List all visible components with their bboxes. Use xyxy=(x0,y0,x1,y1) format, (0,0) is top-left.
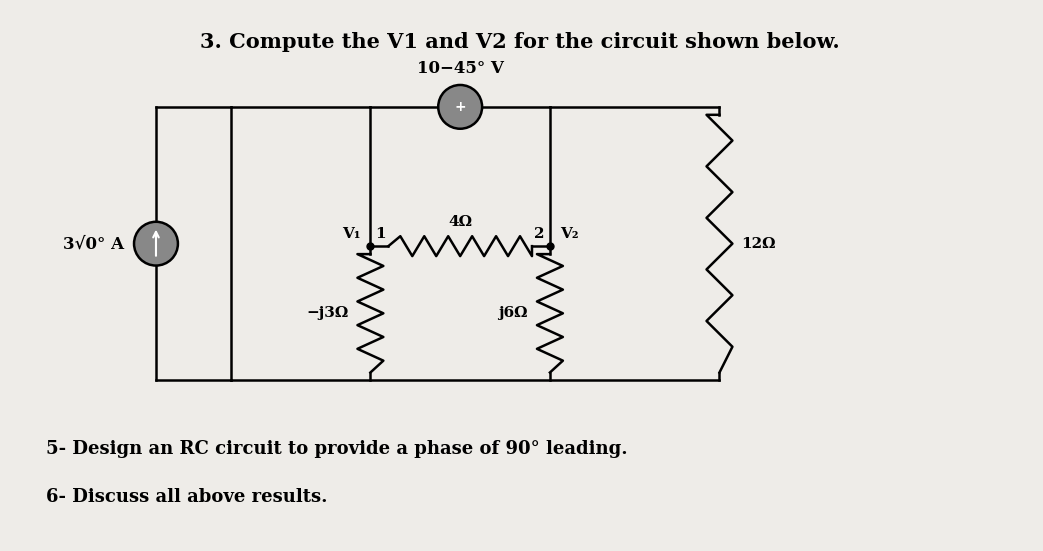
Text: 3. Compute the V1 and V2 for the circuit shown below.: 3. Compute the V1 and V2 for the circuit… xyxy=(200,32,840,52)
Text: j6Ω: j6Ω xyxy=(499,306,528,320)
Circle shape xyxy=(135,222,178,266)
Text: 1: 1 xyxy=(375,227,386,241)
Text: 5- Design an RC circuit to provide a phase of 90° leading.: 5- Design an RC circuit to provide a pha… xyxy=(46,440,628,458)
Text: 12Ω: 12Ω xyxy=(742,237,776,251)
Text: 4Ω: 4Ω xyxy=(448,215,472,229)
Text: V₁: V₁ xyxy=(342,227,361,241)
Text: 10−45° V: 10−45° V xyxy=(417,60,504,77)
Circle shape xyxy=(438,85,482,129)
Text: 3√0° A: 3√0° A xyxy=(63,235,124,252)
Text: 6- Discuss all above results.: 6- Discuss all above results. xyxy=(46,488,328,506)
Text: +: + xyxy=(455,100,466,114)
Text: −j3Ω: −j3Ω xyxy=(307,306,348,320)
Text: 2: 2 xyxy=(534,227,544,241)
Text: V₂: V₂ xyxy=(560,227,579,241)
